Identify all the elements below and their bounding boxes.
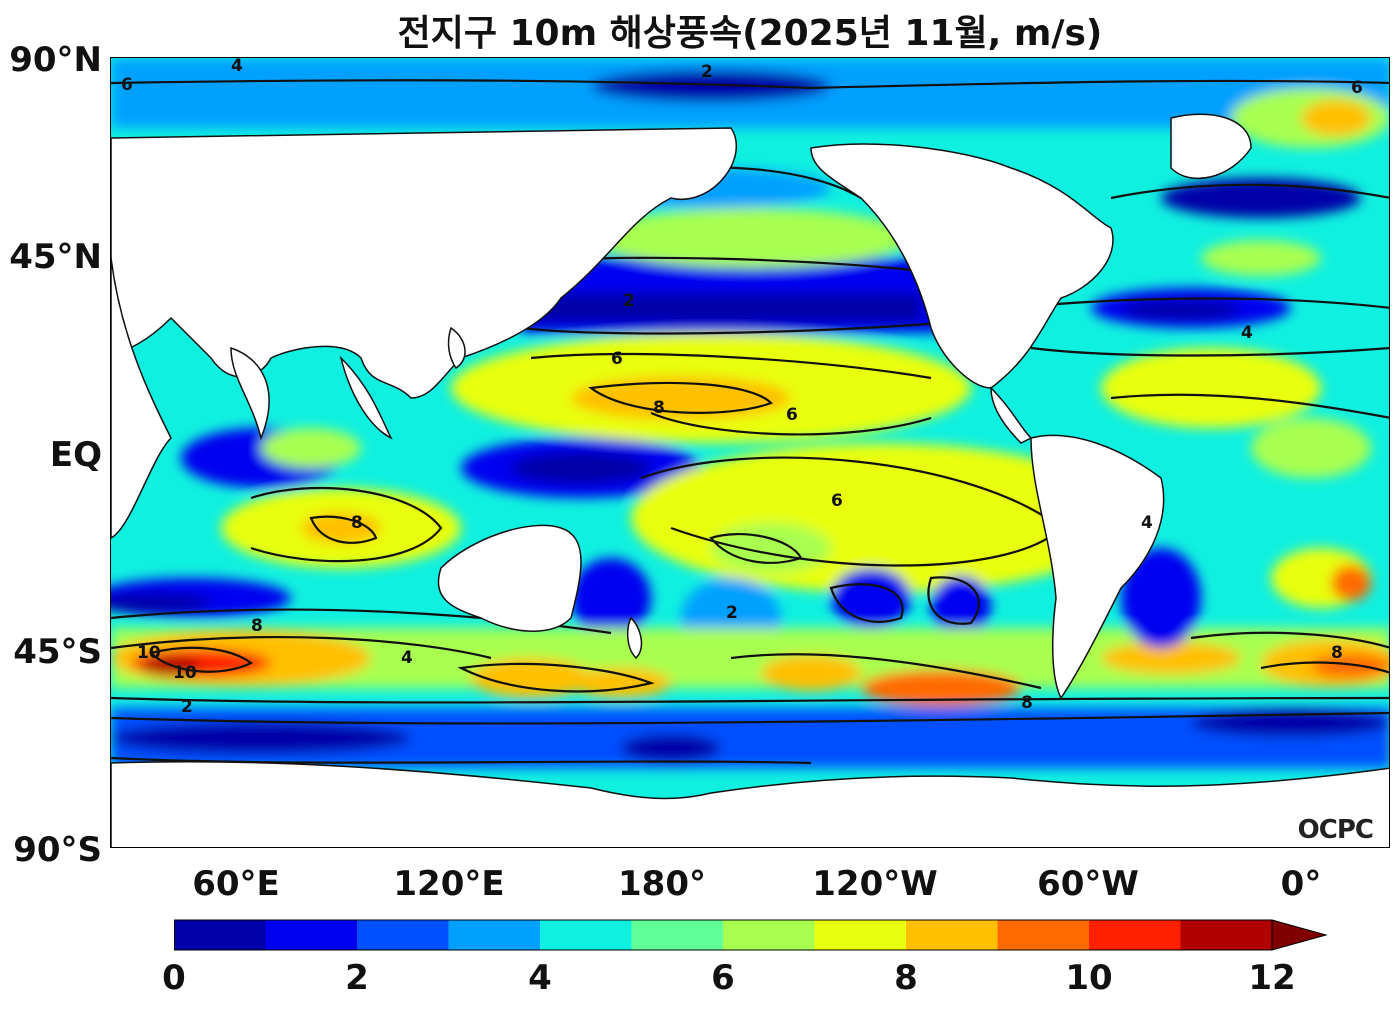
- wind-speed-map: 2 6 8 6 6 8 10 10 8 2 2 8 4 4 2 4 6 6 4 …: [110, 57, 1390, 848]
- contour-label: 8: [351, 513, 363, 533]
- contour-label: 8: [1331, 643, 1343, 663]
- lon-label-0: 0°: [1280, 864, 1322, 904]
- colorbar-segment: [265, 920, 358, 950]
- colorbar-tick-6: 6: [711, 958, 735, 998]
- colorbar-tick-12: 12: [1248, 958, 1296, 998]
- lat-label-90s: 90°S: [13, 830, 102, 870]
- colorbar-segment: [540, 920, 632, 950]
- colorbar-extend-arrow: [1271, 919, 1328, 951]
- colorbar-segment: [174, 920, 266, 950]
- colorbar-segment: [357, 920, 449, 950]
- lon-label-60e: 60°E: [192, 864, 280, 904]
- contour-label: 10: [137, 643, 161, 663]
- contour-label: 4: [231, 58, 243, 76]
- contour-labels: 2 6 8 6 6 8 10 10 8 2 2 8 4 4 2 4 6 6 4 …: [121, 58, 1363, 717]
- colorbar-tick-4: 4: [528, 958, 552, 998]
- colorbar-tick-2: 2: [345, 958, 369, 998]
- colorbar-segment: [448, 920, 541, 950]
- map-canvas: 2 6 8 6 6 8 10 10 8 2 2 8 4 4 2 4 6 6 4 …: [111, 58, 1389, 847]
- contour-label: 8: [251, 616, 263, 636]
- contour-label: 4: [1241, 323, 1253, 343]
- contour-label: 2: [701, 62, 713, 82]
- colorbar-segment: [814, 920, 907, 950]
- contour-label: 2: [726, 603, 738, 623]
- ocpc-logo: OCPC: [1297, 815, 1374, 845]
- land-masses: [111, 113, 1389, 847]
- contour-label: 2: [181, 697, 193, 717]
- contour-label: 6: [831, 491, 843, 511]
- lon-label-180: 180°: [618, 864, 706, 904]
- colorbar-segment: [1180, 920, 1273, 950]
- contour-label: 6: [611, 349, 623, 369]
- lat-label-eq: EQ: [49, 435, 102, 475]
- colorbar-segment: [1089, 920, 1181, 950]
- contour-label: 6: [1351, 78, 1363, 98]
- colorbar-segment: [997, 920, 1090, 950]
- contour-label: 8: [1021, 693, 1033, 713]
- colorbar-segment: [906, 920, 998, 950]
- contour-lines: [111, 79, 1389, 765]
- lat-label-45n: 45°N: [9, 237, 102, 277]
- colorbar-tick-10: 10: [1065, 958, 1113, 998]
- contour-label: 6: [121, 75, 133, 95]
- contour-label: 4: [401, 648, 413, 668]
- lat-label-45s: 45°S: [13, 632, 102, 672]
- colorbar-outline: [174, 919, 1273, 951]
- colorbar-tick-8: 8: [894, 958, 918, 998]
- contour-label: 10: [173, 663, 197, 683]
- colorbar: [174, 919, 1328, 951]
- contour-label: 4: [1141, 513, 1153, 533]
- contour-label: 8: [653, 398, 665, 418]
- map-title: 전지구 10m 해상풍속(2025년 11월, m/s): [397, 13, 1103, 54]
- contour-label: 6: [786, 405, 798, 425]
- lon-label-120w: 120°W: [812, 864, 938, 904]
- lon-label-120e: 120°E: [393, 864, 505, 904]
- colorbar-tick-0: 0: [162, 958, 186, 998]
- lon-label-60w: 60°W: [1037, 864, 1139, 904]
- colorbar-segment: [631, 920, 724, 950]
- contour-label: 2: [623, 291, 635, 311]
- colorbar-segment: [723, 920, 815, 950]
- lat-label-90n: 90°N: [9, 40, 102, 80]
